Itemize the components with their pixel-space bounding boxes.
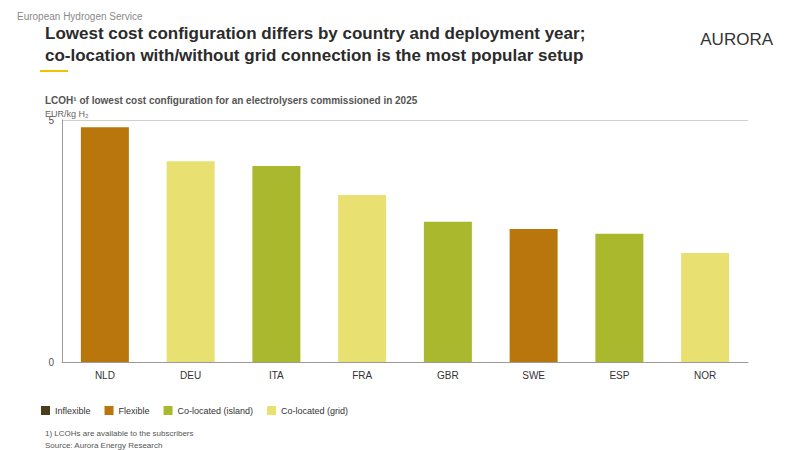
- svg-text:LCOH¹ of lowest cost configura: LCOH¹ of lowest cost configuration for a…: [45, 95, 418, 106]
- svg-text:ESP: ESP: [609, 370, 629, 381]
- svg-text:NOR: NOR: [694, 370, 716, 381]
- svg-text:NLD: NLD: [95, 370, 115, 381]
- svg-text:Flexible: Flexible: [119, 406, 150, 416]
- svg-text:AURORA: AURORA: [700, 30, 773, 49]
- svg-text:1) LCOHs are available to the: 1) LCOHs are available to the subscriber…: [45, 429, 194, 438]
- svg-text:FRA: FRA: [352, 370, 372, 381]
- svg-text:5: 5: [48, 114, 54, 126]
- svg-text:Co-located (island): Co-located (island): [178, 406, 254, 416]
- svg-text:GBR: GBR: [437, 370, 459, 381]
- svg-text:ITA: ITA: [269, 370, 284, 381]
- svg-text:DEU: DEU: [180, 370, 201, 381]
- svg-text:Lowest cost configuration diff: Lowest cost configuration differs by cou…: [45, 24, 585, 43]
- svg-text:EUR/kg H₂: EUR/kg H₂: [45, 109, 89, 119]
- svg-text:European Hydrogen Service: European Hydrogen Service: [17, 11, 143, 22]
- svg-text:Co-located (grid): Co-located (grid): [281, 406, 348, 416]
- svg-text:SWE: SWE: [522, 370, 545, 381]
- svg-text:co-location with/without grid: co-location with/without grid connection…: [45, 46, 583, 65]
- svg-text:0: 0: [48, 357, 54, 368]
- svg-text:Source: Aurora Energy Research: Source: Aurora Energy Research: [45, 441, 162, 450]
- svg-text:Inflexible: Inflexible: [55, 406, 91, 416]
